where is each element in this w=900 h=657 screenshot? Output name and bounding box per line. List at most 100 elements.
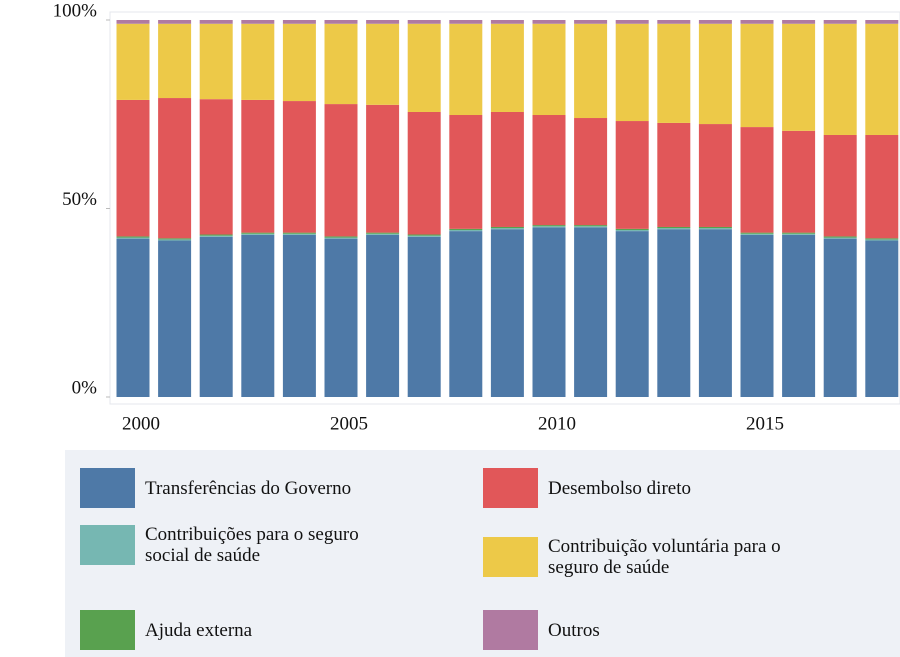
bar-segment <box>490 228 524 230</box>
bar-segment <box>782 233 816 235</box>
bar-segment <box>158 98 192 239</box>
bar-segment <box>366 104 400 233</box>
x-tick-label: 2010 <box>538 413 576 434</box>
bar-segment <box>657 228 691 230</box>
bar-segment <box>158 239 192 241</box>
bar-segment <box>782 130 816 233</box>
legend-item: Contribuição voluntária para o seguro de… <box>483 536 828 578</box>
bar-segment <box>782 232 816 234</box>
y-tick-label: 0% <box>72 377 98 398</box>
bar-segment <box>449 228 483 230</box>
bar-segment <box>324 23 358 105</box>
bar-segment <box>740 127 774 233</box>
legend-item: Ajuda externa <box>80 610 365 650</box>
legend-swatch <box>80 610 135 650</box>
bar-segment <box>823 134 857 237</box>
bar-segment <box>116 237 150 239</box>
bar-segment <box>449 231 483 397</box>
bar-segment <box>282 234 316 397</box>
legend-item: Contribuições para o seguro social de sa… <box>80 524 365 566</box>
bar-segment <box>366 20 400 24</box>
bar-segment <box>657 226 691 229</box>
bar-segment <box>199 235 233 237</box>
bar-segment <box>698 124 732 227</box>
bar-segment <box>698 23 732 125</box>
bar-segment <box>407 235 441 237</box>
bar-segment <box>324 238 358 397</box>
chart: 0% 50% 100% 2000 2005 2010 2015 <box>53 0 900 434</box>
legend-swatch <box>80 468 135 508</box>
bar-segment <box>615 121 649 229</box>
bar-segment <box>407 234 441 236</box>
bar-segment <box>116 236 150 238</box>
bar-segment <box>116 238 150 397</box>
bar-segment <box>282 101 316 233</box>
legend-swatch <box>80 525 135 565</box>
bar-segment <box>615 228 649 230</box>
bar-segment <box>823 238 857 397</box>
bar-segment <box>282 23 316 102</box>
bar-segment <box>657 20 691 24</box>
bar-segment <box>740 23 774 128</box>
bar-segment <box>615 229 649 232</box>
bar-segment <box>241 20 275 24</box>
bar-segment <box>241 23 275 100</box>
bar-segment <box>366 23 400 105</box>
bar-segment <box>241 232 275 234</box>
bar-segment <box>740 20 774 24</box>
bar-segment <box>407 23 441 112</box>
bar-segment <box>490 20 524 24</box>
y-tick-label: 50% <box>62 189 97 210</box>
bar-segment <box>865 134 899 239</box>
bar-segment <box>490 23 524 112</box>
bar-segment <box>574 23 608 119</box>
bar-segment <box>657 23 691 123</box>
bar-segment <box>865 240 899 397</box>
legend-label: Ajuda externa <box>145 619 253 641</box>
bar-segment <box>532 225 566 227</box>
y-tick-label: 100% <box>53 0 98 21</box>
legend-label: Desembolso direto <box>548 477 692 499</box>
legend: Transferências do Governo Contribuições p… <box>65 450 900 657</box>
bar-segment <box>865 238 899 240</box>
bar-segment <box>324 236 358 238</box>
bar-segment <box>574 226 608 228</box>
bar-segment <box>158 20 192 24</box>
bar-segment <box>199 99 233 235</box>
bar-segment <box>698 229 732 397</box>
bar-segment <box>574 227 608 397</box>
bar-segment <box>116 99 150 237</box>
bar-segment <box>282 233 316 235</box>
bar-segment <box>199 234 233 236</box>
bar-segment <box>449 115 483 229</box>
bar-segment <box>490 229 524 397</box>
bar-segment <box>574 118 608 226</box>
bar-segment <box>615 231 649 397</box>
x-tick-label: 2005 <box>330 413 368 434</box>
bar-segment <box>116 23 150 100</box>
bar-segment <box>324 20 358 24</box>
bar-segment <box>782 20 816 24</box>
bar-segment <box>366 234 400 397</box>
bar-segment <box>324 104 358 237</box>
bar-segment <box>865 23 899 135</box>
bar-segment <box>199 236 233 397</box>
bar-segment <box>823 20 857 24</box>
bar-segment <box>823 237 857 239</box>
bar-segment <box>782 234 816 397</box>
bar-segment <box>823 236 857 238</box>
bar-segment <box>657 122 691 227</box>
bar-segment <box>740 234 774 397</box>
legend-label: Outros <box>548 619 600 641</box>
legend-swatch <box>483 610 538 650</box>
bar-segment <box>740 232 774 234</box>
bar-segment <box>158 238 192 240</box>
bar-segment <box>740 233 774 235</box>
bar-segment <box>116 20 150 24</box>
legend-label: Contribuições para o seguro social de sa… <box>145 524 359 566</box>
bar-segment <box>574 20 608 24</box>
legend-swatch <box>483 537 538 577</box>
bar-segment <box>449 20 483 24</box>
bar-segment <box>865 239 899 241</box>
bar-segment <box>407 111 441 235</box>
